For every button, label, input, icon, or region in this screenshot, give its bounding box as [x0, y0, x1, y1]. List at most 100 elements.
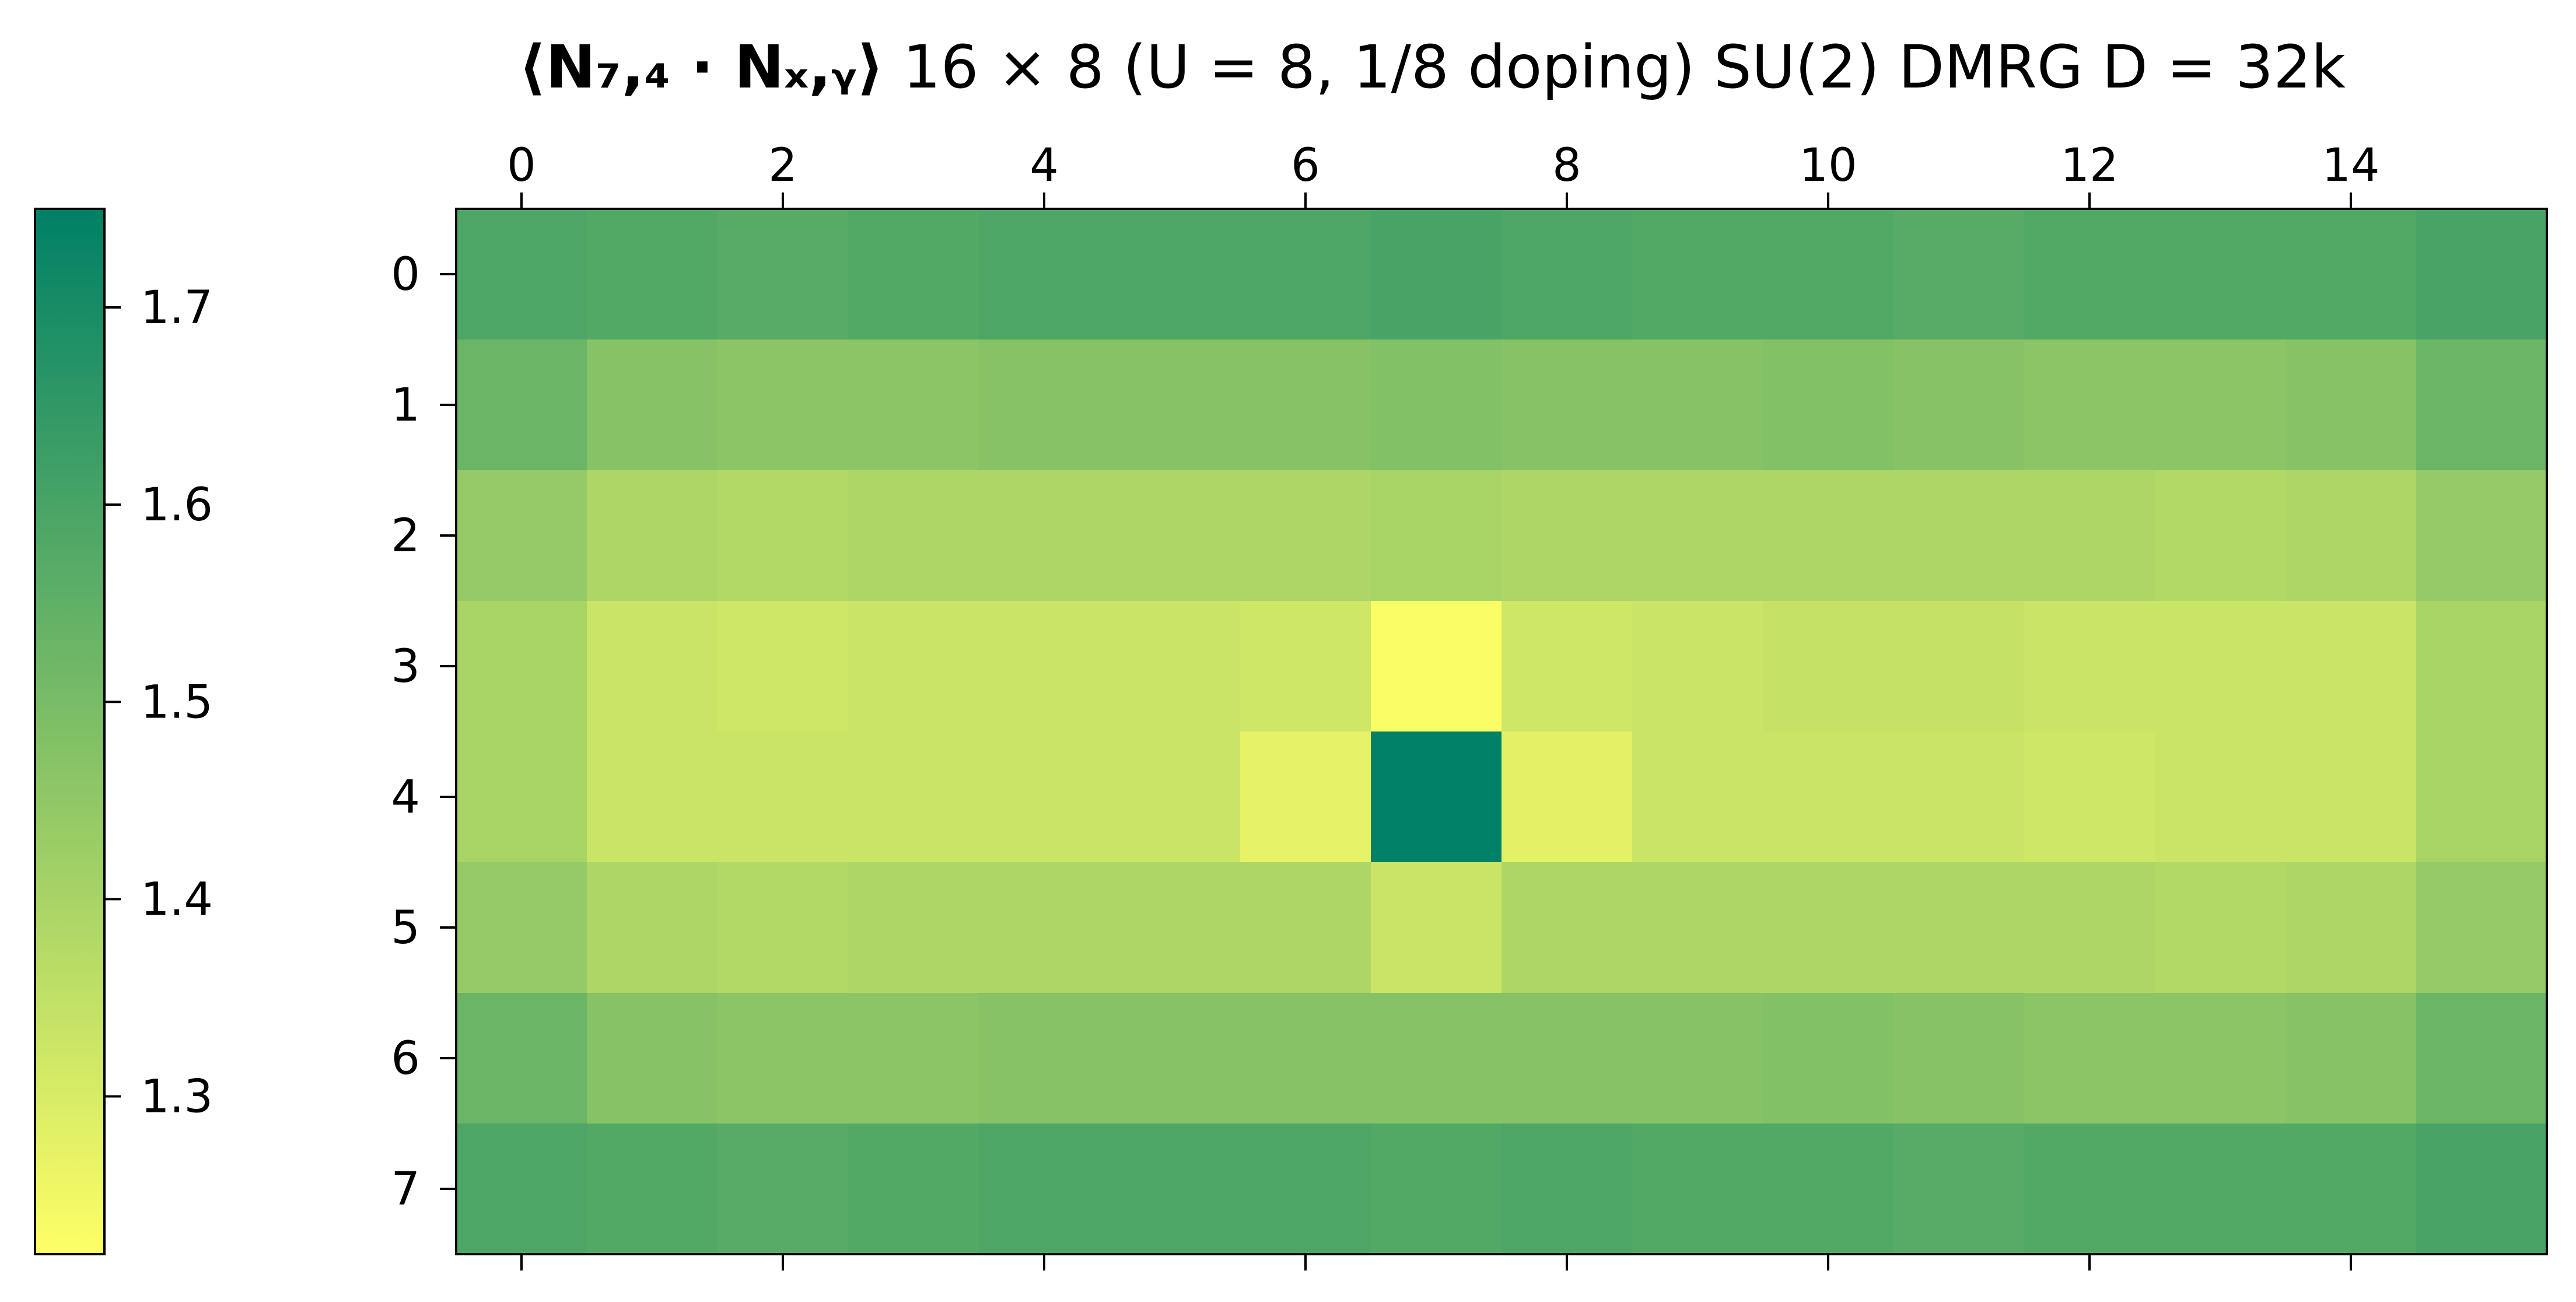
heatmap-cell [1371, 862, 1502, 993]
heatmap-cell [2286, 470, 2417, 601]
heatmap-cell [1763, 1124, 1894, 1255]
colorbar-tick-label: 1.5 [141, 676, 213, 729]
heatmap-cell [456, 209, 587, 340]
heatmap-cell [587, 340, 718, 471]
heatmap-cell [2155, 1124, 2286, 1255]
heatmap-cell [1894, 993, 2025, 1124]
heatmap-cell [2155, 470, 2286, 601]
heatmap-cell [2024, 470, 2155, 601]
heatmap-cell [456, 732, 587, 863]
heatmap-cell [2286, 209, 2417, 340]
colorbar-tick-label: 1.7 [141, 282, 213, 334]
heatmap-cell [1110, 1124, 1241, 1255]
y-tick-label: 4 [391, 771, 420, 824]
heatmap-cell [2024, 862, 2155, 993]
colorbar-tick-label: 1.6 [141, 479, 213, 531]
x-tick-label: 4 [1030, 139, 1059, 192]
heatmap-cell [848, 862, 979, 993]
heatmap-cell [1894, 470, 2025, 601]
colorbar-gradient [34, 208, 106, 1255]
heatmap-cell [1240, 601, 1371, 732]
heatmap-cell [1763, 993, 1894, 1124]
x-tick-label: 0 [507, 139, 536, 192]
heatmap-cell [456, 862, 587, 993]
y-tick-label: 6 [391, 1032, 420, 1085]
chart-title: ⟨N₇,₄ · Nₓ,ᵧ⟩ 16 × 8 (U = 8, 1/8 doping)… [519, 33, 2346, 102]
y-tick-label: 2 [391, 510, 420, 562]
heatmap-cell [1240, 1124, 1371, 1255]
heatmap-cell [2416, 470, 2547, 601]
heatmap-cell [2416, 601, 2547, 732]
heatmap-cell [1632, 993, 1763, 1124]
heatmap-cell [2416, 209, 2547, 340]
heatmap-cell [2155, 209, 2286, 340]
heatmap-cell [848, 1124, 979, 1255]
heatmap-cell [1371, 1124, 1502, 1255]
heatmap-cell [1763, 732, 1894, 863]
y-tick-label: 7 [391, 1163, 420, 1216]
heatmap-cell [2024, 209, 2155, 340]
colorbar-tick-label: 1.3 [141, 1071, 213, 1124]
heatmap-cell [2286, 993, 2417, 1124]
colorbar-ticks: 1.3 1.4 1.5 1.6 1.7 [104, 282, 213, 1124]
heatmap-cell [979, 1124, 1110, 1255]
heatmap-cell [848, 209, 979, 340]
heatmap-cell [2024, 340, 2155, 471]
heatmap-cell [1894, 209, 2025, 340]
heatmap-cell [2416, 1124, 2547, 1255]
heatmap-cell [1632, 732, 1763, 863]
heatmap-cell [1240, 470, 1371, 601]
heatmap-cell [718, 601, 849, 732]
heatmap-cell [1632, 340, 1763, 471]
heatmap-cell [979, 862, 1110, 993]
heatmap-cell [456, 993, 587, 1124]
heatmap-cell [456, 601, 587, 732]
heatmap-cell [587, 862, 718, 993]
heatmap-cell [1894, 1124, 2025, 1255]
heatmap-cell [1502, 470, 1633, 601]
heatmap-cell [1371, 209, 1502, 340]
heatmap-cell [718, 1124, 849, 1255]
heatmap-cell [1110, 993, 1241, 1124]
heatmap-cell [2155, 862, 2286, 993]
colorbar: 1.3 1.4 1.5 1.6 1.7 [34, 208, 213, 1255]
x-tick-label: 10 [1799, 139, 1857, 192]
heatmap-cell [1240, 732, 1371, 863]
heatmap-cell [1371, 732, 1502, 863]
heatmap-cell [979, 209, 1110, 340]
heatmap-cell [2024, 601, 2155, 732]
heatmap-cell [1371, 470, 1502, 601]
heatmap-cell [1502, 1124, 1633, 1255]
heatmap-cell [1240, 993, 1371, 1124]
heatmap-cell [2155, 340, 2286, 471]
heatmap-cell [1632, 601, 1763, 732]
heatmap-cell [1763, 470, 1894, 601]
x-tick-label: 14 [2322, 139, 2379, 192]
heatmap-cell [2416, 862, 2547, 993]
heatmap-cell [979, 470, 1110, 601]
plot-frame [455, 208, 2548, 1255]
heatmap-cell [1632, 1124, 1763, 1255]
heatmap-cell [587, 1124, 718, 1255]
heatmap-cell [2024, 993, 2155, 1124]
heatmap-cell [2416, 732, 2547, 863]
heatmap-cell [1502, 601, 1633, 732]
heatmap-cell [1502, 862, 1633, 993]
heatmap-cell [1502, 209, 1633, 340]
heatmap-cell [1894, 862, 2025, 993]
y-tick-label: 5 [391, 902, 420, 954]
heatmap-cell [1502, 340, 1633, 471]
heatmap-cell [2286, 340, 2417, 471]
y-tick-label: 1 [391, 379, 420, 432]
heatmap-cell [456, 470, 587, 601]
y-axis-ticks: 0 1 2 3 4 5 6 7 [391, 249, 456, 1216]
colorbar-tick-label: 1.4 [141, 873, 213, 926]
chart-title-rest: 16 × 8 (U = 8, 1/8 doping) SU(2) DMRG D … [884, 33, 2346, 102]
heatmap-cell [718, 209, 849, 340]
x-tick-label: 8 [1552, 139, 1581, 192]
y-tick-label: 3 [391, 640, 420, 693]
heatmap-cell [718, 993, 849, 1124]
heatmap-cell [1763, 601, 1894, 732]
heatmap-cell [1502, 993, 1633, 1124]
